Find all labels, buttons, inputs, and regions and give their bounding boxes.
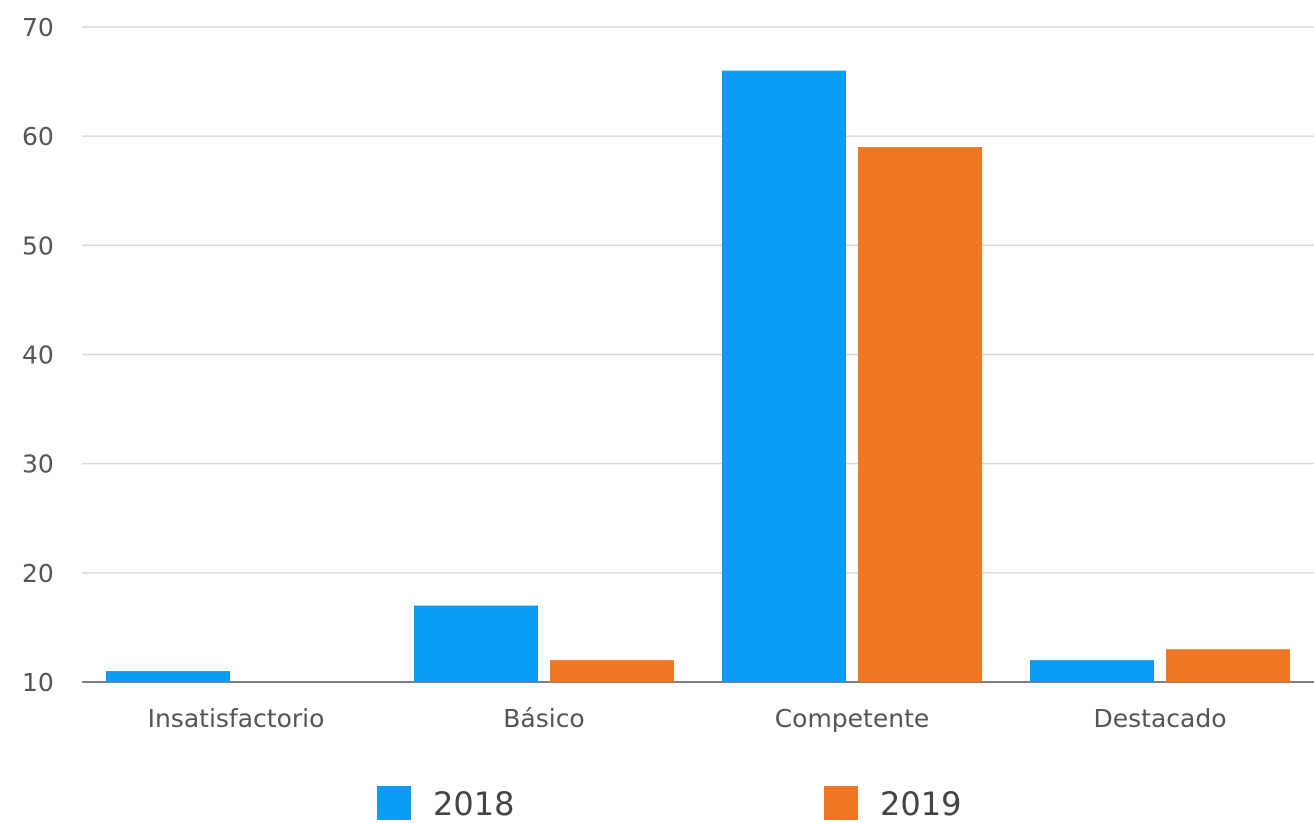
gridlines: [82, 26, 1314, 683]
bars: [106, 70, 1290, 683]
x-axis-labels: Insatisfactorio Básico Competente Destacado: [148, 704, 1227, 733]
legend-swatch-2019: [824, 786, 858, 820]
bar-2018-competente: [722, 70, 846, 682]
y-tick-label: 50: [22, 231, 54, 260]
y-tick-label: 70: [22, 13, 54, 42]
y-axis-ticks: 10 20 30 40 50 60 70: [22, 13, 54, 697]
bar-2018-destacado: [1030, 660, 1154, 682]
legend: 2018 2019: [377, 785, 961, 823]
x-category-label: Básico: [503, 704, 584, 733]
x-category-label: Insatisfactorio: [148, 704, 325, 733]
legend-label-2018: 2018: [433, 785, 514, 823]
x-category-label: Competente: [775, 704, 930, 733]
x-category-label: Destacado: [1093, 704, 1226, 733]
legend-swatch-2018: [377, 786, 411, 820]
y-tick-label: 40: [22, 341, 54, 370]
legend-label-2019: 2019: [880, 785, 961, 823]
bar-2018-básico: [414, 605, 538, 682]
y-tick-label: 60: [22, 122, 54, 151]
y-tick-label: 20: [22, 559, 54, 588]
bar-2018-insatisfactorio: [106, 671, 230, 682]
bar-2019-competente: [858, 147, 982, 683]
y-tick-label: 10: [22, 668, 54, 697]
y-tick-label: 30: [22, 450, 54, 479]
bar-2019-destacado: [1166, 649, 1290, 682]
bar-2019-básico: [550, 660, 674, 682]
